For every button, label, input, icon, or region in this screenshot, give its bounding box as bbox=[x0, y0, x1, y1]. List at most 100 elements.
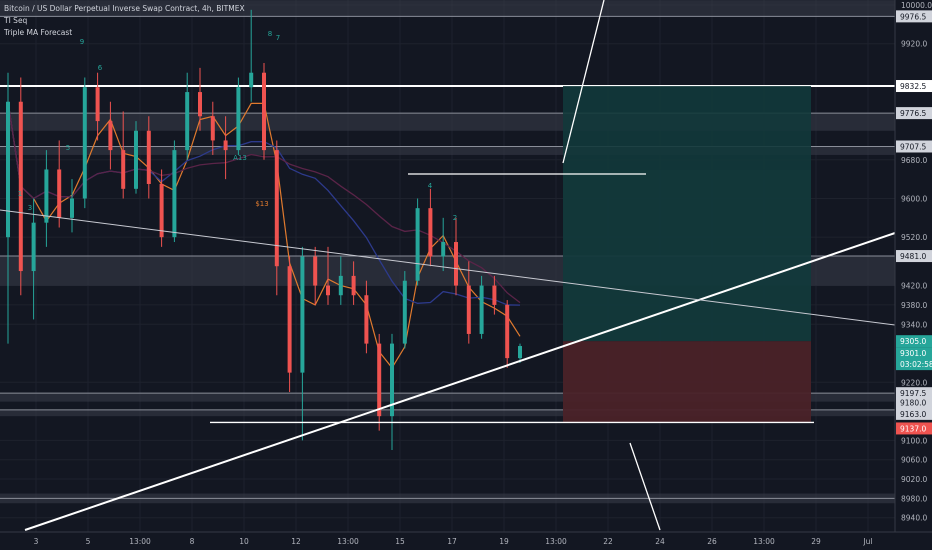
price-label-bg bbox=[896, 107, 932, 120]
sequence-label: 7 bbox=[276, 34, 280, 42]
candle-body bbox=[492, 285, 497, 305]
arrow-up-line bbox=[562, 0, 605, 164]
sequence-label: 5 bbox=[66, 144, 70, 152]
loss-zone bbox=[563, 341, 811, 423]
x-tick-label: 24 bbox=[655, 537, 665, 546]
y-tick-label: 9340.0 bbox=[901, 320, 927, 329]
zone-band bbox=[0, 146, 895, 155]
candle-body bbox=[415, 208, 420, 281]
ascending-trendline bbox=[24, 232, 896, 531]
y-tick-label: 9060.0 bbox=[901, 456, 927, 465]
x-tick-label: 13:00 bbox=[129, 537, 151, 546]
y-tick-label: 10000.0 bbox=[901, 1, 932, 10]
candle-body bbox=[121, 150, 126, 189]
descending-trendline bbox=[0, 209, 896, 326]
sequence-label: 8 bbox=[268, 30, 272, 38]
candle-body bbox=[210, 116, 215, 141]
time-axis[interactable]: 3 5 13:00 8 10 12 13:00 15 17 19 13:00 22 24 26 13:00 2… bbox=[0, 531, 932, 546]
x-tick-label: 19 bbox=[499, 537, 509, 546]
candle-body bbox=[236, 87, 241, 151]
zone-band bbox=[0, 0, 895, 17]
candle-body bbox=[338, 275, 343, 296]
price-label-bg bbox=[896, 10, 932, 23]
x-tick-label: 29 bbox=[811, 537, 821, 546]
price-label-bg bbox=[896, 396, 932, 409]
candle-body bbox=[108, 121, 113, 151]
price-label-bg bbox=[896, 387, 932, 400]
y-tick-label: 9920.0 bbox=[901, 40, 927, 49]
candle-body bbox=[313, 256, 318, 286]
profit-zone-upper bbox=[563, 86, 811, 170]
candle-body bbox=[134, 130, 138, 189]
zone-band bbox=[0, 409, 895, 417]
y-tick-label: 9020.0 bbox=[901, 475, 927, 484]
price-label-bg bbox=[896, 335, 932, 348]
candle-body bbox=[518, 346, 522, 359]
price-label-bg bbox=[896, 250, 932, 263]
price-label: 9832.5 bbox=[900, 82, 926, 91]
trend-drawings bbox=[0, 0, 896, 531]
sequence-label: A13 bbox=[233, 154, 247, 162]
candle-body bbox=[377, 343, 382, 417]
candle-body bbox=[82, 87, 87, 199]
candle-body bbox=[274, 150, 279, 267]
sequence-label: 3 bbox=[28, 204, 32, 212]
price-label: 9481.0 bbox=[900, 252, 926, 261]
candle-body bbox=[466, 285, 471, 334]
candle-body bbox=[428, 208, 433, 257]
price-label: 9137.0 bbox=[900, 424, 926, 433]
y-tick-label: 9420.0 bbox=[901, 282, 927, 291]
candle-body bbox=[287, 266, 292, 373]
x-tick-label: 8 bbox=[190, 537, 195, 546]
price-label: 9305.0 bbox=[900, 337, 926, 346]
candle-body bbox=[364, 295, 369, 344]
sequence-label: 4 bbox=[428, 182, 433, 190]
price-axis[interactable]: 10000.0 9920.0 9680.0 9600.0 9520.0 9420.0 938… bbox=[894, 0, 932, 550]
sequence-label: $13 bbox=[255, 200, 268, 208]
candle-body bbox=[57, 169, 62, 218]
x-tick-label: Jul bbox=[862, 537, 872, 546]
x-tick-label: 10 bbox=[239, 537, 249, 546]
y-tick-label: 8940.0 bbox=[901, 514, 927, 523]
candle-body bbox=[172, 150, 177, 238]
candle-body bbox=[300, 256, 305, 373]
y-tick-label: 9380.0 bbox=[901, 301, 927, 310]
price-label: 9163.0 bbox=[900, 410, 926, 419]
candle-body bbox=[95, 87, 100, 122]
candle-body bbox=[6, 101, 10, 238]
candle-body bbox=[185, 92, 190, 151]
candle-body bbox=[479, 285, 484, 334]
candle-body bbox=[454, 242, 458, 286]
candle-body bbox=[18, 101, 23, 272]
candlestick-series bbox=[6, 9, 522, 451]
price-label: 9776.5 bbox=[900, 109, 926, 118]
y-tick-label: 9600.0 bbox=[901, 194, 927, 203]
candle-body bbox=[198, 92, 202, 117]
sequence-label: 2 bbox=[453, 214, 457, 222]
candle-body bbox=[262, 72, 266, 151]
candle-body bbox=[31, 222, 36, 272]
sequence-label: 1 bbox=[18, 190, 22, 198]
y-tick-label: 9680.0 bbox=[901, 156, 927, 165]
candle-body bbox=[441, 242, 446, 257]
x-tick-label: 22 bbox=[603, 537, 613, 546]
sequence-annotations: A13 $13 9 8 7 6 5 4 3 2 1 bbox=[18, 30, 457, 222]
y-tick-label: 9520.0 bbox=[901, 233, 927, 242]
candle-body bbox=[390, 343, 394, 417]
price-label: 9180.0 bbox=[900, 399, 926, 408]
trade-zones bbox=[563, 86, 811, 423]
x-tick-label: 12 bbox=[291, 537, 301, 546]
x-tick-label: 13:00 bbox=[545, 537, 567, 546]
arrow-down-line bbox=[629, 442, 661, 531]
candle-body bbox=[159, 183, 164, 238]
price-label: 9976.5 bbox=[900, 12, 926, 21]
x-tick-label: 13:00 bbox=[337, 537, 359, 546]
candle-body bbox=[351, 275, 356, 296]
x-tick-label: 3 bbox=[34, 537, 39, 546]
x-tick-label: 15 bbox=[395, 537, 405, 546]
y-tick-label: 9100.0 bbox=[901, 436, 927, 445]
sequence-label: 9 bbox=[80, 38, 84, 46]
candle-body bbox=[249, 72, 254, 88]
candle-body bbox=[402, 280, 407, 344]
